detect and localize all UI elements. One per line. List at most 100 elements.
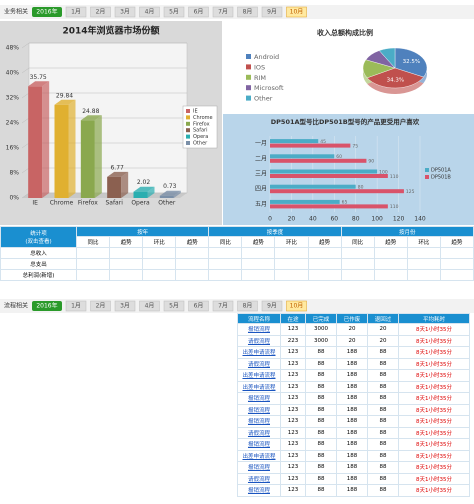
year-label: 2016年 xyxy=(36,302,57,310)
cell: 123 xyxy=(280,369,306,382)
month-button[interactable] xyxy=(212,300,234,312)
year-button[interactable] xyxy=(32,301,62,311)
x-tick-label: 120 xyxy=(393,216,405,223)
month-button[interactable] xyxy=(163,300,185,312)
cell: 123 xyxy=(280,346,306,359)
table-row: 请假流程 123 88 188 88 8天1小时35分 xyxy=(237,357,470,370)
month-button[interactable] xyxy=(114,6,136,18)
cell: 8天1小时35分 xyxy=(398,426,470,439)
cell: 188 xyxy=(336,415,368,428)
empty-cell xyxy=(208,247,243,259)
month-button[interactable] xyxy=(90,6,111,18)
legend-label: RIM xyxy=(254,74,266,82)
month-button[interactable] xyxy=(237,300,258,312)
empty-cell xyxy=(406,269,441,281)
process-link[interactable]: 请假流程 xyxy=(237,426,281,439)
process-link[interactable]: 请假流程 xyxy=(237,357,281,370)
process-link[interactable]: 报销流程 xyxy=(237,484,281,497)
empty-cell xyxy=(109,247,144,259)
empty-cell xyxy=(142,247,177,259)
process-link[interactable]: 报销流程 xyxy=(237,461,281,474)
process-link[interactable]: 报销流程 xyxy=(237,403,281,416)
value-label: 32.5% xyxy=(403,59,420,65)
cell: 188 xyxy=(336,369,368,382)
y-tick-label: 五月 xyxy=(255,201,267,208)
month-button[interactable] xyxy=(237,6,258,18)
empty-cell xyxy=(75,258,111,270)
value-label: 110 xyxy=(390,204,399,210)
bar-side xyxy=(68,99,76,198)
bar xyxy=(159,195,174,198)
process-link[interactable]: 出差申请流程 xyxy=(237,449,281,462)
year-button[interactable] xyxy=(32,7,62,17)
cell: 8天1小时35分 xyxy=(398,484,470,497)
cell: 188 xyxy=(336,438,368,451)
empty-cell xyxy=(175,258,210,270)
month-button[interactable] xyxy=(65,6,87,18)
process-link[interactable]: 出差申请流程 xyxy=(237,369,281,382)
cell: 8天1小时35分 xyxy=(398,461,470,474)
process-link[interactable]: 报销流程 xyxy=(237,415,281,428)
bar xyxy=(80,120,95,198)
cell: 8天1小时35分 xyxy=(398,380,470,393)
cell: 123 xyxy=(280,415,306,428)
process-link[interactable]: 请假流程 xyxy=(237,334,281,347)
cell: 88 xyxy=(367,426,399,439)
cell: 88 xyxy=(305,346,337,359)
process-link[interactable]: 报销流程 xyxy=(237,438,281,451)
cell: 88 xyxy=(367,449,399,462)
month-button[interactable] xyxy=(212,6,234,18)
table-row: 报销流程 123 3000 20 20 8天1小时35分 xyxy=(237,323,470,336)
bar-top xyxy=(133,186,155,192)
cell: 88 xyxy=(305,461,337,474)
month-button[interactable] xyxy=(188,300,209,312)
empty-cell xyxy=(274,269,309,281)
month-button[interactable] xyxy=(65,300,87,312)
month-button[interactable] xyxy=(188,6,209,18)
x-tick-label: Firefox xyxy=(78,200,98,207)
process-link[interactable]: 请假流程 xyxy=(237,472,281,485)
table-row: 请假流程 123 88 188 88 8天1小时35分 xyxy=(237,426,470,439)
cell: 88 xyxy=(367,461,399,474)
month-label: 9月 xyxy=(267,303,277,310)
cell: 8天1小时35分 xyxy=(398,323,470,336)
year-label: 2016年 xyxy=(36,8,57,16)
bar xyxy=(270,158,367,163)
legend-label: IE xyxy=(193,109,198,115)
process-link[interactable]: 出差申请流程 xyxy=(237,380,281,393)
legend-swatch xyxy=(246,85,251,91)
empty-cell xyxy=(406,247,441,259)
stub-text: 统计项 xyxy=(30,231,47,237)
legend-swatch xyxy=(186,134,190,139)
process-link[interactable]: 出差申请流程 xyxy=(237,346,281,359)
month-button[interactable] xyxy=(286,300,307,312)
cell: 20 xyxy=(336,323,368,336)
month-button[interactable] xyxy=(261,6,283,18)
bar-side xyxy=(42,81,50,198)
table-row: 报销流程 123 88 188 88 8天1小时35分 xyxy=(237,438,470,451)
legend-swatch xyxy=(425,175,429,179)
value-label: 60 xyxy=(336,154,342,160)
month-button[interactable] xyxy=(261,300,283,312)
legend-swatch xyxy=(246,74,251,80)
month-button[interactable] xyxy=(163,6,185,18)
cell: 8天1小时35分 xyxy=(398,472,470,485)
cell: 88 xyxy=(367,403,399,416)
month-label: 6月 xyxy=(194,9,204,16)
bar xyxy=(28,86,43,198)
sub-header: 同比 xyxy=(340,236,375,248)
sub-header: 环比 xyxy=(142,236,177,248)
value-label: 29.84 xyxy=(56,92,73,99)
cell: 88 xyxy=(305,415,337,428)
month-button[interactable] xyxy=(139,6,160,18)
month-button[interactable] xyxy=(114,300,136,312)
month-button[interactable] xyxy=(139,300,160,312)
month-button[interactable] xyxy=(286,6,307,18)
cell: 123 xyxy=(280,438,306,451)
month-button[interactable] xyxy=(90,300,111,312)
process-link[interactable]: 报销流程 xyxy=(237,392,281,405)
cell: 8天1小时35分 xyxy=(398,392,470,405)
sub-header: 趋势 xyxy=(307,236,342,248)
process-link[interactable]: 报销流程 xyxy=(237,323,281,336)
cell: 88 xyxy=(367,438,399,451)
